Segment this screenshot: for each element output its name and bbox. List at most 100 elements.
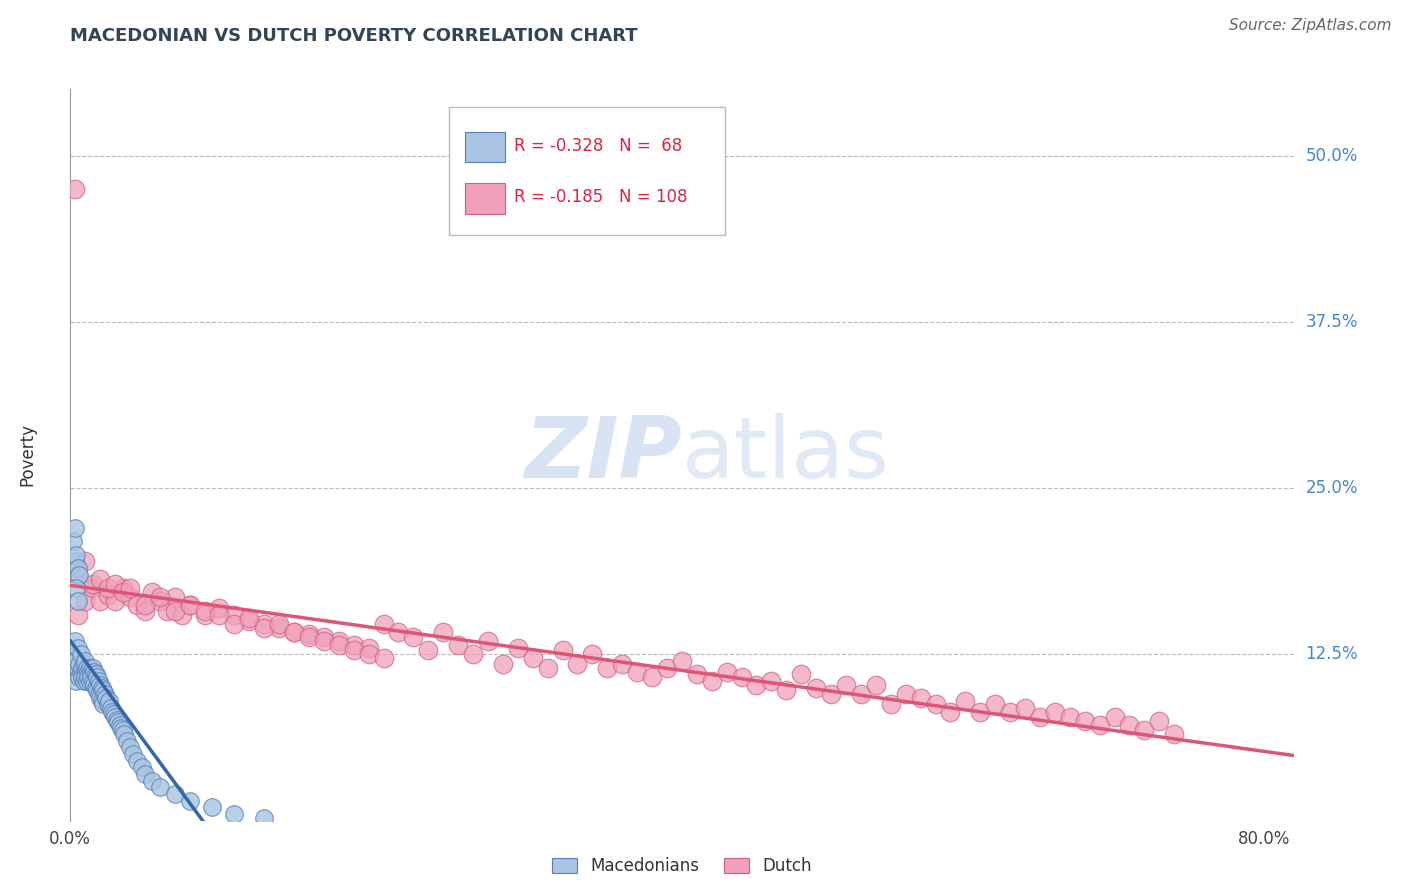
Point: [67, 670, 90, 684]
Point: [955, 694, 977, 708]
Point: [492, 657, 515, 671]
Point: [89, 572, 111, 586]
Point: [105, 713, 128, 727]
Point: [62, 534, 84, 549]
Point: [80, 665, 103, 679]
Point: [107, 715, 129, 730]
Point: [63, 554, 86, 568]
Point: [89, 691, 111, 706]
Point: [84, 681, 107, 695]
Point: [63, 521, 86, 535]
Point: [76, 661, 98, 675]
Point: [149, 594, 172, 608]
Point: [70, 661, 93, 675]
Point: [82, 581, 104, 595]
Point: [73, 673, 96, 688]
Point: [67, 657, 90, 671]
Point: [432, 624, 454, 639]
Text: R = -0.328   N =  68: R = -0.328 N = 68: [515, 136, 682, 154]
Point: [1059, 710, 1081, 724]
Text: 25.0%: 25.0%: [1305, 479, 1358, 497]
Point: [134, 598, 156, 612]
Point: [179, 598, 201, 612]
Point: [596, 661, 619, 675]
Point: [111, 585, 134, 599]
Point: [373, 616, 395, 631]
Point: [76, 673, 98, 688]
Point: [402, 630, 425, 644]
Point: [90, 681, 112, 695]
Point: [253, 621, 276, 635]
Point: [1073, 714, 1095, 728]
Point: [94, 691, 117, 706]
Point: [66, 607, 89, 622]
Point: [790, 667, 813, 681]
Point: [1163, 727, 1185, 741]
Point: [224, 807, 246, 822]
Point: [69, 648, 91, 662]
Text: Source: ZipAtlas.com: Source: ZipAtlas.com: [1229, 18, 1392, 33]
Point: [238, 611, 260, 625]
Point: [522, 651, 544, 665]
Point: [269, 621, 291, 635]
Point: [312, 634, 335, 648]
Point: [671, 654, 693, 668]
Point: [91, 683, 114, 698]
Point: [93, 687, 115, 701]
Point: [156, 603, 179, 617]
Point: [80, 670, 103, 684]
Point: [118, 740, 141, 755]
Point: [835, 678, 858, 692]
Point: [418, 643, 440, 657]
Point: [298, 627, 321, 641]
Point: [269, 616, 291, 631]
Point: [461, 648, 484, 662]
Point: [66, 561, 89, 575]
Text: 50.0%: 50.0%: [1305, 146, 1358, 165]
Point: [77, 665, 100, 679]
Point: [110, 721, 132, 735]
Point: [66, 567, 89, 582]
Point: [224, 616, 246, 631]
Point: [75, 665, 97, 679]
Point: [655, 661, 678, 675]
Point: [537, 661, 560, 675]
Point: [969, 705, 991, 719]
Point: [193, 607, 215, 622]
Point: [65, 673, 87, 688]
Point: [849, 687, 872, 701]
Point: [716, 665, 738, 679]
Point: [67, 567, 90, 582]
Bar: [465, 132, 505, 162]
Point: [1104, 710, 1126, 724]
Point: [66, 594, 89, 608]
Point: [357, 640, 380, 655]
Text: Poverty: Poverty: [18, 424, 37, 486]
Text: 12.5%: 12.5%: [1305, 646, 1358, 664]
Point: [820, 687, 842, 701]
Point: [63, 634, 86, 648]
Point: [111, 581, 134, 595]
Point: [103, 707, 125, 722]
Point: [373, 651, 395, 665]
Point: [89, 678, 111, 692]
Point: [83, 665, 105, 679]
Point: [567, 657, 589, 671]
Point: [939, 705, 962, 719]
Point: [98, 694, 121, 708]
Text: ZIP: ZIP: [524, 413, 682, 497]
Point: [910, 691, 932, 706]
Point: [104, 710, 127, 724]
Point: [253, 616, 276, 631]
Point: [79, 661, 101, 675]
Point: [97, 581, 120, 595]
Point: [1088, 718, 1111, 732]
Point: [111, 723, 134, 738]
Point: [149, 780, 172, 795]
Point: [115, 734, 138, 748]
Point: [108, 718, 131, 732]
Point: [447, 638, 470, 652]
Point: [77, 670, 100, 684]
Point: [127, 598, 149, 612]
Point: [201, 800, 224, 814]
